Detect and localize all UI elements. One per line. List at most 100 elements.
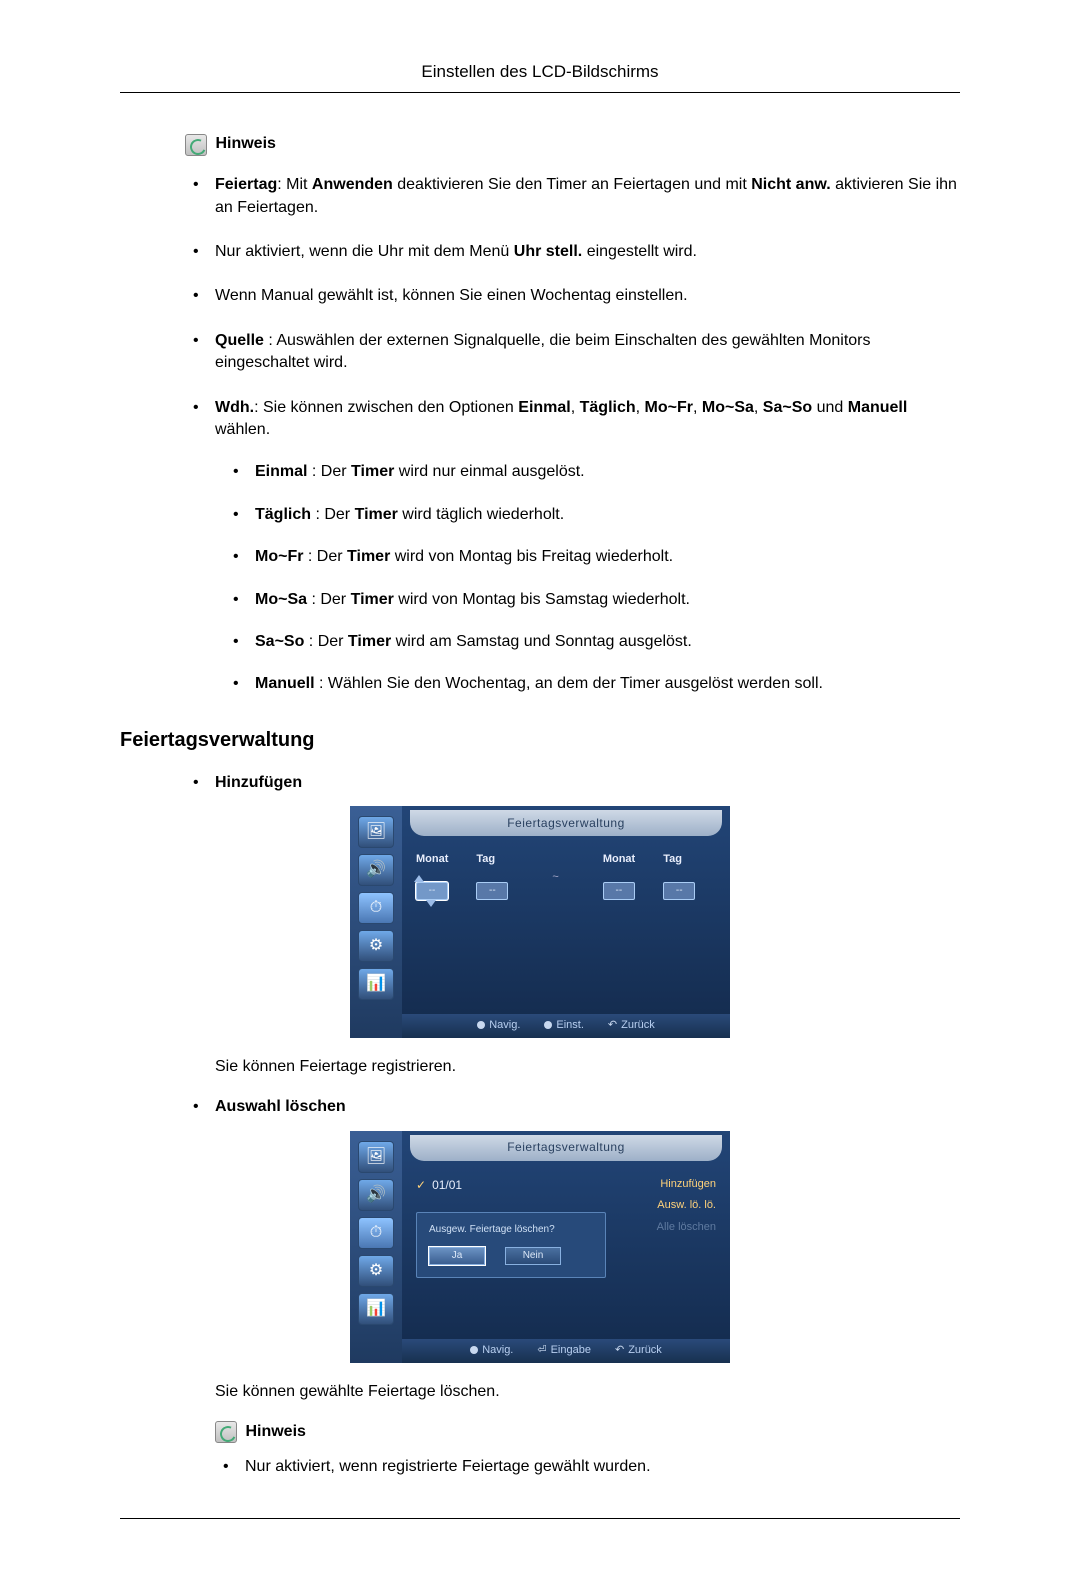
text-bold: Anwenden	[312, 176, 393, 193]
add-desc: Sie können Feiertage registrieren.	[215, 1056, 960, 1078]
text: ,	[571, 399, 580, 416]
text-bold: Einmal	[518, 399, 570, 416]
osd-side-icon: ⚙	[358, 930, 394, 962]
text-bold: Timer	[351, 591, 394, 608]
text-bold: Manuell	[848, 399, 908, 416]
osd-dialog-no-button[interactable]: Nein	[505, 1247, 561, 1265]
osd-sidebar: 🖼 🔊 ⏱ ⚙ 📊	[350, 1131, 402, 1363]
text-bold: Feiertag	[215, 176, 277, 193]
text-bold: Mo~Sa	[255, 591, 307, 608]
text: : Mit	[277, 176, 312, 193]
osd-dash: ~	[548, 870, 562, 889]
list-item: Einmal : Der Timer wird nur einmal ausge…	[255, 461, 960, 483]
list-item: Manuell : Wählen Sie den Wochentag, an d…	[255, 673, 960, 695]
osd-value-tag1: --	[476, 882, 508, 900]
osd-main: Feiertagsverwaltung Monat -- Tag	[402, 806, 730, 1038]
text-bold: Timer	[355, 506, 398, 523]
osd-side-icon: 📊	[358, 968, 394, 1000]
page-footer-line	[120, 1518, 960, 1519]
osd-right-item: Ausw. lö. lö.	[657, 1198, 716, 1213]
page-header: Einstellen des LCD-Bildschirms	[120, 60, 960, 93]
text-bold: Mo~Fr	[645, 399, 693, 416]
list-item-auswahl-loeschen: Auswahl löschen	[215, 1096, 960, 1118]
text-bold: Quelle	[215, 332, 264, 349]
del-desc: Sie können gewählte Feiertage löschen.	[215, 1381, 960, 1403]
osd-col-tag: Tag	[476, 852, 508, 867]
hinweis-block-2: Hinweis	[120, 1421, 960, 1444]
add-label: Hinzufügen	[215, 774, 302, 791]
osd-right-menu: Hinzufügen Ausw. lö. lö. Alle löschen	[657, 1177, 716, 1241]
osd-title: Feiertagsverwaltung	[410, 810, 722, 836]
osd-col-monat: Monat	[603, 852, 635, 867]
osd-side-icon: 📊	[358, 1293, 394, 1325]
text: eingestellt wird.	[582, 243, 697, 260]
text: ,	[693, 399, 702, 416]
list-item: Sa~So : Der Timer wird am Samstag und So…	[255, 631, 960, 653]
list-item: Wdh.: Sie können zwischen den Optionen E…	[215, 397, 960, 696]
text: : Der	[311, 506, 355, 523]
text: ,	[636, 399, 645, 416]
osd-side-icon: ⏱	[358, 1217, 394, 1249]
osd-value-tag2: --	[663, 882, 695, 900]
text: wird von Montag bis Samstag wiederholt.	[394, 591, 690, 608]
osd-dialog-yes-button[interactable]: Ja	[429, 1247, 485, 1265]
list-item: Wenn Manual gewählt ist, können Sie eine…	[215, 285, 960, 307]
osd-main: Feiertagsverwaltung ✓01/01 Ausgew. Feier…	[402, 1131, 730, 1363]
osd-footer-nav: Navig.	[470, 1343, 513, 1358]
text-bold: Täglich	[255, 506, 311, 523]
list-item: Mo~Fr : Der Timer wird von Montag bis Fr…	[255, 546, 960, 568]
text-bold: Sa~So	[255, 633, 304, 650]
text: : Wählen Sie den Wochentag, an dem der T…	[315, 675, 823, 692]
osd-confirm-dialog: Ausgew. Feiertage löschen? Ja Nein	[416, 1212, 606, 1278]
text: und	[812, 399, 848, 416]
list-item: Täglich : Der Timer wird täglich wiederh…	[255, 504, 960, 526]
osd-footer-enter: ⏎Eingabe	[537, 1343, 591, 1358]
osd-footer: Navig. ⏎Eingabe ↶Zurück	[402, 1339, 730, 1363]
osd-footer-back: ↶Zurück	[615, 1343, 662, 1358]
check-icon: ✓	[416, 1178, 426, 1192]
text: wird täglich wiederholt.	[398, 506, 564, 523]
text: : Der	[307, 463, 351, 480]
section2-list-2: Auswahl löschen	[120, 1096, 960, 1118]
osd-value-monat2: --	[603, 882, 635, 900]
text: ,	[754, 399, 763, 416]
osd-side-icon: ⚙	[358, 1255, 394, 1287]
hinweis2-list: Nur aktiviert, wenn registrierte Feierta…	[120, 1456, 960, 1478]
osd-dialog-question: Ausgew. Feiertage löschen?	[429, 1223, 593, 1237]
osd-screenshot-add: 🖼 🔊 ⏱ ⚙ 📊 Feiertagsverwaltung Monat --	[350, 806, 730, 1038]
osd-sidebar: 🖼 🔊 ⏱ ⚙ 📊	[350, 806, 402, 1038]
note-icon	[215, 1421, 237, 1443]
osd-side-icon: 🖼	[358, 816, 394, 848]
text: : Sie können zwischen den Optionen	[254, 399, 518, 416]
text-bold: Mo~Sa	[702, 399, 754, 416]
text: Nur aktiviert, wenn registrierte Feierta…	[245, 1458, 651, 1475]
text-bold: Uhr stell.	[514, 243, 582, 260]
text: : Auswählen der externen Signalquelle, d…	[215, 332, 871, 371]
section-title-feiertagsverwaltung: Feiertagsverwaltung	[120, 726, 960, 754]
osd-arrows-icon	[414, 900, 448, 907]
osd-col-monat: Monat	[416, 852, 448, 867]
text-bold: Nicht anw.	[751, 176, 830, 193]
text: wird von Montag bis Freitag wiederholt.	[390, 548, 673, 565]
text: deaktivieren Sie den Timer an Feiertagen…	[393, 176, 751, 193]
osd-right-item: Alle löschen	[657, 1220, 716, 1235]
hinweis-label: Hinweis	[215, 135, 275, 152]
osd-side-icon: 🖼	[358, 1141, 394, 1173]
osd-footer: Navig. Einst. ↶Zurück	[402, 1014, 730, 1038]
osd-side-icon: ⏱	[358, 892, 394, 924]
osd-title: Feiertagsverwaltung	[410, 1135, 722, 1161]
text-bold: Täglich	[580, 399, 636, 416]
osd-side-icon: 🔊	[358, 854, 394, 886]
list-item: Quelle : Auswählen der externen Signalqu…	[215, 330, 960, 375]
del-label: Auswahl löschen	[215, 1098, 346, 1115]
list-item: Feiertag: Mit Anwenden deaktivieren Sie …	[215, 174, 960, 219]
osd-arrows-icon	[414, 875, 424, 882]
text-bold: Wdh.	[215, 399, 254, 416]
text-bold: Mo~Fr	[255, 548, 303, 565]
hinweis-label: Hinweis	[245, 1423, 305, 1440]
page-header-title: Einstellen des LCD-Bildschirms	[421, 62, 658, 81]
text: Nur aktiviert, wenn die Uhr mit dem Menü	[215, 243, 514, 260]
osd-value-monat1: --	[416, 882, 448, 900]
text: : Der	[303, 548, 347, 565]
list-item-hinzufuegen: Hinzufügen	[215, 772, 960, 794]
